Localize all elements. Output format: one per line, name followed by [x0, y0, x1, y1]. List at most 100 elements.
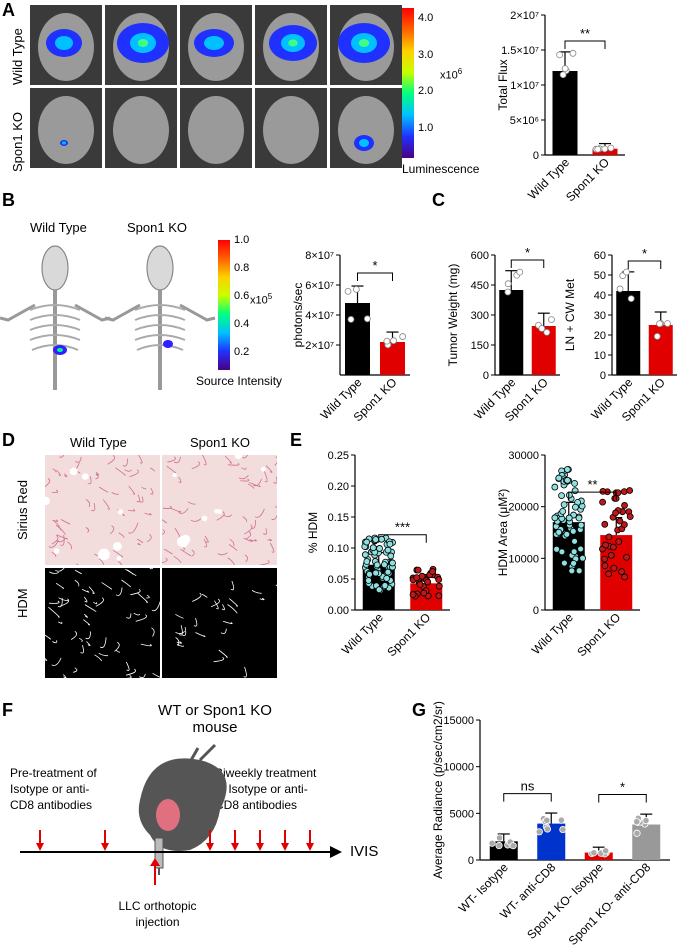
significance-label: **: [587, 477, 597, 492]
significance-bracket: [598, 794, 647, 803]
data-point: [577, 545, 585, 553]
y-tick-label: 30000: [508, 450, 539, 462]
bar: [616, 291, 641, 375]
data-point: [623, 268, 630, 276]
colorbar-tick: 1.0: [234, 234, 250, 246]
y-tick-label: 0: [600, 370, 606, 382]
data-point: [569, 49, 577, 57]
data-point: [409, 591, 417, 598]
sirius-red-image: [162, 455, 277, 565]
treatment-arrowhead: [306, 843, 314, 851]
row-label-hdm: HDM: [15, 588, 30, 618]
y-tick-label: 20000: [508, 502, 539, 514]
y-tick-label: 40: [594, 290, 606, 302]
y-tick-label: 8×10⁷: [305, 250, 334, 262]
y-axis-label: Tumor Weight (mg): [446, 264, 460, 367]
data-point: [553, 545, 561, 553]
data-point: [429, 568, 436, 576]
data-point: [601, 520, 609, 528]
data-point: [435, 592, 443, 600]
row-label-sirius-red: Sirius Red: [15, 480, 30, 540]
data-point: [627, 295, 635, 302]
significance-label: *: [525, 245, 530, 260]
y-tick-label: 300: [471, 310, 489, 322]
significance-bracket: [503, 793, 552, 802]
x-tick-label: Spon1 KO: [563, 155, 612, 204]
data-point: [601, 562, 609, 570]
data-point: [495, 834, 504, 842]
y-tick-label: 450: [471, 280, 489, 292]
x-tick-label: Spon1 KO: [384, 610, 433, 659]
data-point: [560, 501, 568, 509]
colorbar-tick: 0.6: [234, 290, 250, 302]
panel-letter-e: E: [290, 430, 303, 450]
data-point: [605, 533, 613, 541]
biweekly-treatment-label: Biweekly treatment of Isotype or anti- CD8…: [215, 766, 317, 812]
y-tick-label: 15000: [443, 715, 474, 727]
ivis-label: IVIS: [350, 843, 379, 860]
data-point: [376, 545, 383, 552]
data-point: [565, 491, 573, 499]
data-point: [590, 849, 598, 857]
data-point: [633, 818, 641, 826]
data-point: [557, 816, 565, 824]
x-tick-label: Wild Type: [339, 610, 386, 657]
data-point: [577, 521, 585, 529]
x-tick-label: Wild Type: [529, 610, 576, 657]
treatment-arrowhead: [256, 843, 264, 851]
data-point: [365, 577, 372, 584]
data-point: [509, 842, 517, 850]
bioluminescence-image: [180, 5, 252, 85]
data-point: [602, 847, 610, 855]
y-tick-label: 0.00: [328, 605, 349, 617]
y-tick-label: 0.05: [328, 574, 349, 586]
data-point: [495, 841, 503, 850]
data-point: [607, 551, 615, 559]
colorbar-tick: 0.2: [234, 346, 250, 358]
panel-letter-a: A: [2, 0, 15, 20]
y-tick-label: 1×10⁷: [510, 80, 539, 92]
colorbar-tick: 3.0: [418, 49, 434, 61]
bioluminescence-image: [330, 88, 402, 168]
y-tick-label: 2×10⁷: [305, 340, 334, 352]
data-point: [558, 548, 566, 556]
percent-hdm-chart: 0.00 0.05 0.10 0.15 0.20 0.25 % HDM Wild TypeSp…: [306, 450, 450, 659]
data-point: [616, 517, 624, 525]
data-point: [363, 538, 371, 546]
data-point: [559, 71, 567, 79]
treatment-arrows: [36, 830, 314, 851]
data-point: [369, 544, 377, 552]
data-point: [555, 474, 563, 482]
significance-label: *: [620, 780, 625, 795]
y-tick-label: 0: [468, 855, 474, 867]
data-point: [633, 829, 641, 837]
significance-label: *: [642, 246, 647, 261]
bar: [648, 325, 673, 375]
data-point: [504, 288, 512, 296]
data-point: [571, 537, 578, 545]
data-point: [375, 586, 383, 594]
data-point: [543, 816, 551, 824]
treatment-arrowhead: [36, 843, 44, 851]
y-tick-label: 10000: [508, 553, 539, 565]
y-tick-label: 0.10: [328, 543, 349, 555]
hdm-image: [45, 568, 160, 678]
significance-bracket: [357, 272, 393, 281]
data-point: [384, 546, 392, 554]
data-point: [623, 553, 630, 561]
y-tick-label: 50: [594, 270, 606, 282]
data-point: [626, 487, 634, 494]
colorbar-label: Source Intensity: [196, 374, 283, 388]
panel-letter-c: C: [432, 190, 445, 210]
data-point: [620, 521, 628, 529]
data-point: [435, 582, 443, 590]
bioluminescence-image: [330, 5, 402, 85]
mouse-illustration: [138, 743, 227, 851]
data-point: [381, 561, 388, 569]
data-point: [416, 581, 424, 588]
data-point: [413, 574, 421, 582]
y-tick-label: 0.20: [328, 481, 349, 493]
data-point: [363, 315, 371, 323]
data-point: [551, 483, 559, 491]
